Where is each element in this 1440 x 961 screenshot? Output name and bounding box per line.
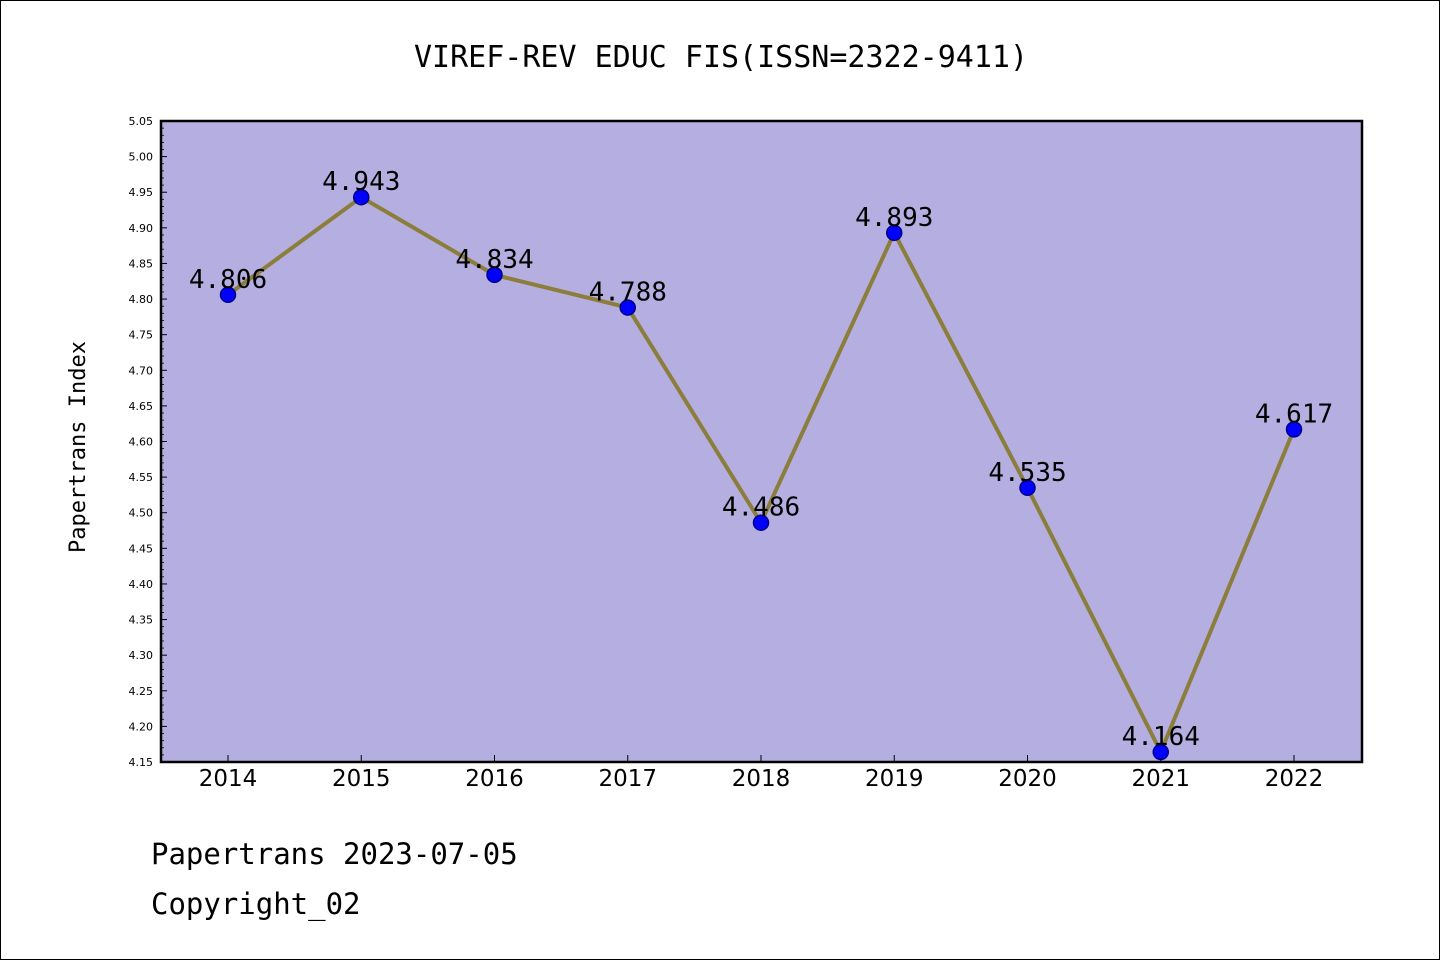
x-tick-label: 2018 xyxy=(732,766,791,792)
data-point-label: 4.535 xyxy=(988,458,1066,488)
x-tick-label: 2016 xyxy=(465,766,524,792)
x-tick-label: 2015 xyxy=(332,766,391,792)
data-point-marker xyxy=(1152,743,1169,761)
data-point-marker xyxy=(752,514,770,531)
y-tick-label: 4.45 xyxy=(129,542,154,555)
y-tick-label: 5.00 xyxy=(129,151,154,164)
data-point-marker xyxy=(619,299,636,316)
x-tick-label: 2020 xyxy=(998,766,1057,792)
data-labels: 4.806 4.943 4.834 4.788 4.486 4.893 4.535 4.164… xyxy=(189,167,1333,752)
x-axis-ticks: 2014 2015 2016 2017 2018 2019 2020 2021 2022 xyxy=(199,755,1324,792)
y-tick-label: 5.05 xyxy=(129,115,154,128)
plot-area xyxy=(161,121,1362,762)
y-tick-label: 4.65 xyxy=(129,400,154,413)
data-point-label: 4.788 xyxy=(589,278,667,308)
series-markers xyxy=(219,188,1303,761)
data-point-label: 4.486 xyxy=(722,493,800,523)
x-tick-label: 2021 xyxy=(1131,766,1190,792)
y-tick-label: 4.25 xyxy=(129,685,154,698)
x-tick-label: 2014 xyxy=(199,766,258,792)
data-point-marker xyxy=(1285,421,1303,438)
y-tick-label: 4.55 xyxy=(129,471,154,484)
y-tick-label: 4.20 xyxy=(129,720,154,733)
data-point-marker xyxy=(219,286,237,304)
data-point-marker xyxy=(486,266,503,284)
y-tick-label: 4.50 xyxy=(129,507,154,520)
data-point-label: 4.164 xyxy=(1122,722,1200,752)
y-tick-label: 4.40 xyxy=(129,578,154,591)
y-tick-label: 4.85 xyxy=(129,257,154,270)
data-point-marker xyxy=(1019,479,1036,497)
y-tick-label: 4.80 xyxy=(129,293,154,306)
y-tick-label: 4.95 xyxy=(129,186,154,199)
footer-date-text: Papertrans 2023-07-05 xyxy=(151,837,518,871)
x-tick-label: 2019 xyxy=(865,766,924,792)
data-point-label: 4.806 xyxy=(189,265,267,295)
y-tick-label: 4.30 xyxy=(129,649,154,662)
y-tick-label: 4.35 xyxy=(129,614,154,627)
chart-title: VIREF-REV EDUC FIS(ISSN=2322-9411) xyxy=(414,40,1028,75)
data-point-label: 4.943 xyxy=(322,167,400,197)
data-point-marker xyxy=(353,188,370,206)
y-tick-label: 4.90 xyxy=(129,222,154,235)
y-tick-label: 4.70 xyxy=(129,364,154,377)
y-axis-label: Papertrans Index xyxy=(66,341,91,553)
x-tick-label: 2022 xyxy=(1265,766,1324,792)
footer-copyright-text: Copyright_02 xyxy=(151,887,361,921)
y-tick-label: 4.75 xyxy=(129,329,154,342)
x-tick-label: 2017 xyxy=(598,766,657,792)
data-point-marker xyxy=(886,224,903,242)
data-point-label: 4.893 xyxy=(855,203,933,233)
y-tick-label: 4.15 xyxy=(129,756,154,769)
plot-border xyxy=(159,119,1364,764)
y-tick-label: 4.60 xyxy=(129,436,154,449)
data-point-label: 4.834 xyxy=(455,245,533,275)
data-point-label: 4.617 xyxy=(1255,399,1333,429)
